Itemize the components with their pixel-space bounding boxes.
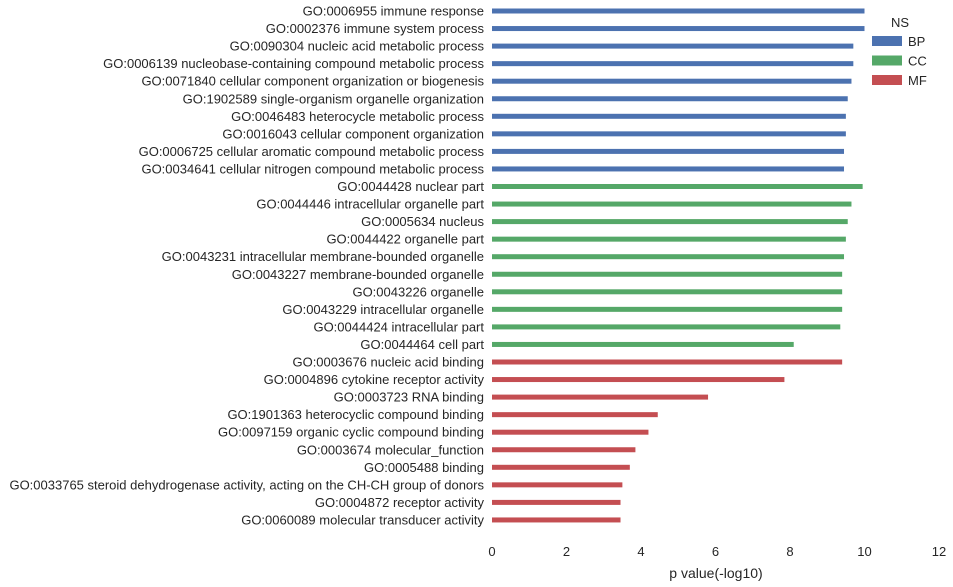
category-label: GO:0006725 cellular aromatic compound me…: [139, 144, 485, 159]
bar: [492, 429, 649, 435]
bar: [492, 184, 863, 189]
category-label: GO:0033765 steroid dehydrogenase activit…: [9, 477, 484, 492]
category-label: GO:1902589 single-organism organelle org…: [183, 91, 484, 106]
legend-entries: BP CC MF: [872, 34, 927, 88]
bar: [492, 96, 848, 102]
bar: [492, 517, 621, 523]
bar: [492, 289, 843, 295]
x-tick-label: 4: [637, 544, 644, 559]
bar: [492, 219, 848, 225]
legend-swatch: [872, 36, 902, 46]
bar: [492, 377, 785, 383]
category-label: GO:0006139 nucleobase-containing compoun…: [103, 56, 484, 71]
category-label: GO:0002376 immune system process: [266, 21, 485, 36]
bar: [492, 148, 845, 154]
bar: [492, 394, 709, 400]
legend-title: NS: [891, 15, 909, 30]
bars-layer: [492, 8, 865, 523]
category-label: GO:0003676 nucleic acid binding: [292, 355, 484, 370]
category-label: GO:0006955 immune response: [303, 4, 484, 19]
category-label: GO:0044422 organelle part: [326, 232, 484, 247]
bar: [492, 359, 843, 365]
x-tick-label: 0: [488, 544, 495, 559]
bar: [492, 236, 846, 242]
category-label: GO:0005634 nucleus: [361, 214, 484, 229]
category-label: GO:0034641 cellular nitrogen compound me…: [141, 161, 484, 176]
category-label: GO:1901363 heterocyclic compound binding: [227, 407, 484, 422]
bar: [492, 482, 623, 488]
bar: [492, 61, 854, 67]
bar: [492, 499, 621, 505]
x-tick-label: 12: [932, 544, 946, 559]
category-label: GO:0016043 cellular component organizati…: [222, 126, 484, 141]
bar: [492, 78, 852, 84]
category-label: GO:0005488 binding: [364, 460, 484, 475]
category-label: GO:0004872 receptor activity: [315, 495, 485, 510]
category-label: GO:0043227 membrane-bounded organelle: [232, 267, 484, 282]
legend-label: BP: [908, 34, 925, 49]
legend-label: MF: [908, 73, 927, 88]
category-label: GO:0043231 intracellular membrane-bounde…: [162, 249, 484, 264]
bar: [492, 8, 865, 14]
category-label: GO:0044464 cell part: [360, 337, 484, 352]
bar: [492, 324, 841, 330]
bar: [492, 306, 843, 312]
x-tick-label: 2: [563, 544, 570, 559]
category-label: GO:0046483 heterocycle metabolic process: [231, 109, 484, 124]
x-tick-label: 8: [786, 544, 793, 559]
category-label: GO:0004896 cytokine receptor activity: [264, 372, 485, 387]
category-label: GO:0003723 RNA binding: [334, 390, 484, 405]
bar: [492, 341, 794, 347]
bar: [492, 271, 843, 277]
bar: [492, 43, 854, 49]
category-label: GO:0003674 molecular_function: [297, 442, 484, 457]
category-labels: GO:0006955 immune response GO:0002376 imm…: [9, 4, 484, 528]
category-label: GO:0090304 nucleic acid metabolic proces…: [230, 39, 485, 54]
x-tick-label: 6: [712, 544, 719, 559]
x-axis-ticks: 0 2 4 6 8 10 12: [488, 544, 946, 559]
bar: [492, 412, 658, 418]
category-label: GO:0060089 molecular transducer activity: [241, 512, 484, 527]
x-tick-label: 10: [857, 544, 871, 559]
bar: [492, 201, 852, 207]
bar: [492, 447, 636, 453]
bar: [492, 464, 630, 470]
category-label: GO:0044424 intracellular part: [313, 319, 484, 334]
legend-swatch: [872, 75, 902, 85]
bar: [492, 113, 846, 119]
x-axis-title: p value(-log10): [669, 565, 762, 581]
bar: [492, 26, 865, 32]
legend-label: CC: [908, 54, 927, 69]
category-label: GO:0043229 intracellular organelle: [282, 302, 484, 317]
legend-swatch: [872, 55, 902, 66]
legend: NS BP CC MF: [872, 15, 927, 88]
bar: [492, 254, 845, 260]
category-label: GO:0071840 cellular component organizati…: [141, 74, 484, 89]
bar: [492, 131, 846, 137]
bar: [492, 166, 845, 172]
category-label: GO:0043226 organelle: [352, 284, 484, 299]
category-label: GO:0097159 organic cyclic compound bindi…: [218, 425, 484, 440]
category-label: GO:0044446 intracellular organelle part: [256, 197, 484, 212]
category-label: GO:0044428 nuclear part: [337, 179, 484, 194]
